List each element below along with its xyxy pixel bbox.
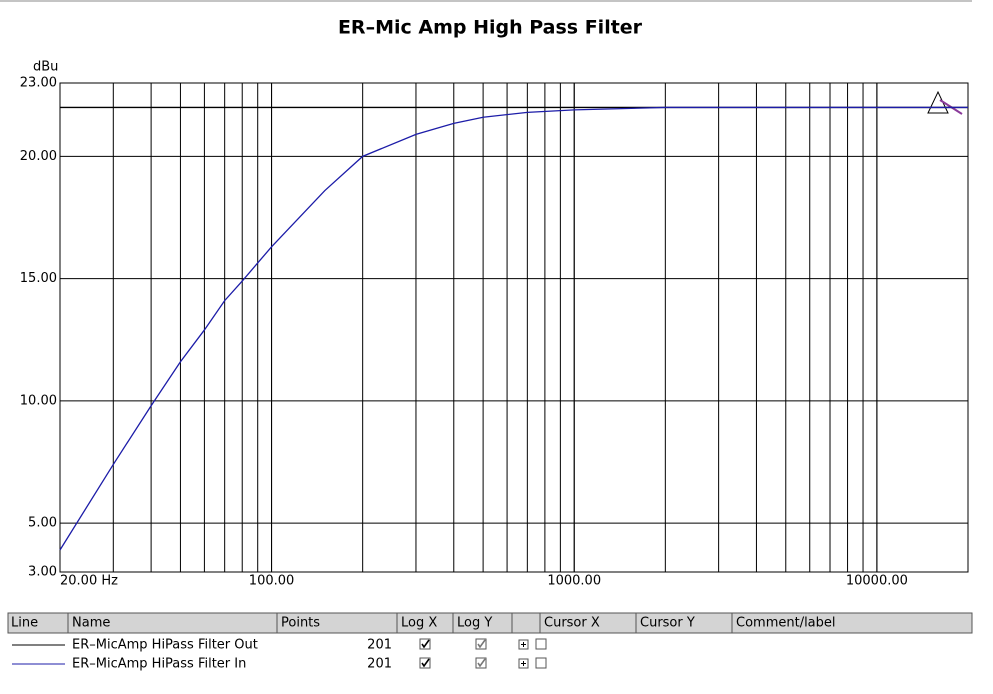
- expand-plus: [521, 661, 526, 666]
- chart-title: ER–Mic Amp High Pass Filter: [338, 17, 643, 39]
- checkbox: [419, 657, 431, 669]
- x-tick-label: 100.00: [249, 574, 295, 589]
- legend-label: ER–MicAmp HiPass Filter Out: [72, 638, 258, 653]
- y-axis-label: dBu: [33, 60, 58, 75]
- x-tick-label: 20.00 Hz: [60, 574, 118, 589]
- y-tick-label: 5.00: [28, 516, 57, 531]
- column-header: Comment/label: [736, 616, 836, 631]
- series-line: [59, 106, 968, 551]
- column-header: Cursor X: [544, 616, 600, 631]
- column-header: Log Y: [457, 616, 492, 631]
- legend-label: ER–MicAmp HiPass Filter In: [72, 657, 246, 672]
- y-tick-label: 23.00: [20, 76, 57, 91]
- points-cell: 201: [367, 657, 392, 672]
- cursor-checkbox: [535, 657, 547, 669]
- x-tick-label: 10000.00: [846, 574, 908, 589]
- checkmark: [477, 639, 486, 649]
- column-header: Points: [281, 616, 320, 631]
- checkbox: [475, 657, 487, 669]
- column-header: Log X: [401, 616, 437, 631]
- checkmark: [477, 658, 486, 668]
- y-tick-label: 10.00: [20, 393, 57, 408]
- y-tick-label: 15.00: [20, 271, 57, 286]
- expand-plus: [521, 642, 526, 647]
- column-header: Line: [11, 616, 38, 631]
- points-cell: 201: [367, 638, 392, 653]
- y-tick-label: 3.00: [28, 565, 57, 580]
- checkbox: [475, 638, 487, 650]
- checkmark: [421, 639, 430, 649]
- checkbox: [419, 638, 431, 650]
- y-tick-label: 20.00: [20, 149, 57, 164]
- table-header: [7, 612, 973, 634]
- header-dividers: [67, 613, 733, 633]
- checkmark: [421, 658, 430, 668]
- column-header: Name: [72, 616, 110, 631]
- column-header: Cursor Y: [640, 616, 695, 631]
- x-tick-label: 1000.00: [547, 574, 601, 589]
- cursor-checkbox: [535, 638, 547, 650]
